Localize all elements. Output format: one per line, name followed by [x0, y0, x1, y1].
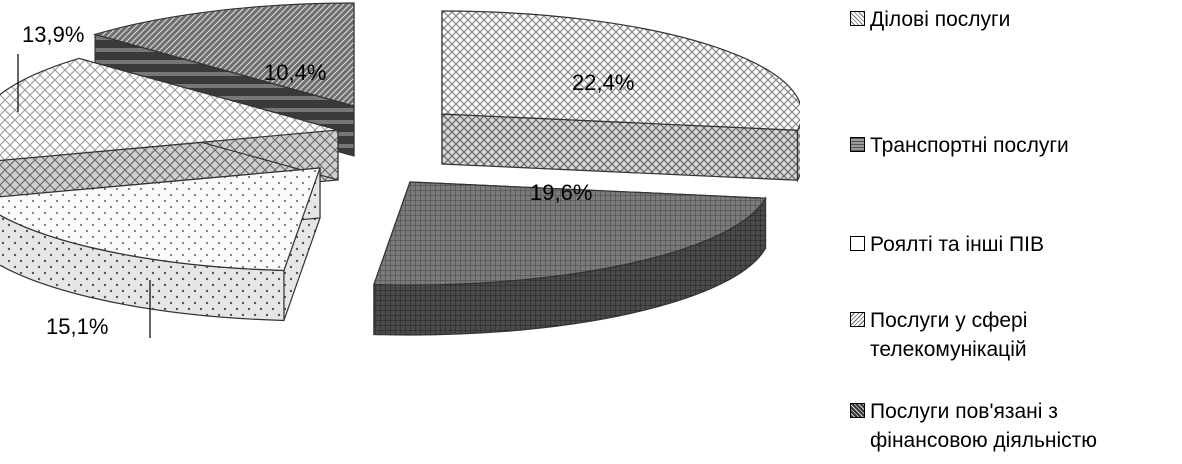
legend-swatch-crosshatch — [850, 11, 865, 26]
legend-item-financial-services: Послуги пов'язані з фінансовою діяльніст… — [850, 397, 1170, 455]
pie-slice-top — [0, 167, 321, 272]
pie-slice-top — [92, 2, 355, 107]
pie-slice-transport-services — [373, 181, 767, 336]
data-label-business-services: 22,4% — [572, 70, 634, 95]
data-label-financial-services: 10,4% — [264, 60, 326, 85]
legend-label: Роялті та інші ПІВ — [870, 233, 1044, 256]
pie-chart: 22,4% 19,6% 15,1% 13,9% 10,4% — [0, 2, 800, 339]
legend-label: Ділові послуги — [870, 8, 1011, 31]
legend-swatch-diagonal — [850, 403, 865, 418]
legend-swatch-dots — [850, 236, 865, 251]
legend-label: Послуги у сфері телекомунікацій — [870, 309, 1028, 361]
legend-swatch-dark-grid — [850, 137, 865, 152]
data-label-transport-services: 19,6% — [530, 180, 592, 205]
legend-item-telecom-services: Послуги у сфері телекомунікацій — [850, 306, 1170, 364]
pie-slice-royalties — [0, 167, 321, 322]
pie-slice-top — [373, 181, 767, 286]
legend-item-transport-services: Транспортні послуги — [850, 131, 1170, 160]
legend-label: Послуги пов'язані з фінансовою діяльніст… — [870, 400, 1098, 452]
legend-item-royalties: Роялті та інші ПІВ — [850, 230, 1170, 259]
data-label-telecom-services: 13,9% — [22, 22, 84, 47]
legend-label: Транспортні послуги — [870, 134, 1069, 157]
pie-slice-top — [0, 57, 339, 162]
pie-slice-top — [441, 10, 800, 131]
pie-slice-rim — [796, 122, 800, 183]
data-label-royalties: 15,1% — [46, 314, 108, 339]
legend-swatch-wave — [850, 312, 865, 327]
legend-item-business-services: Ділові послуги — [850, 5, 1170, 34]
pie-slice-business-services — [441, 10, 800, 183]
